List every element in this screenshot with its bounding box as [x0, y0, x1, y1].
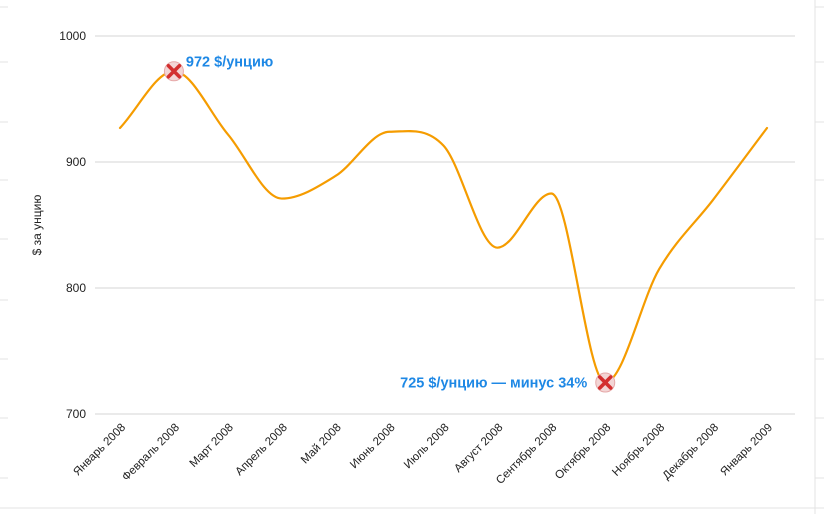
annotation-label: 725 $/унцию — минус 34% — [400, 376, 587, 392]
x-marker-icon — [597, 375, 613, 390]
x-tick-label: Май 2008 — [299, 422, 344, 467]
x-tick-label: Декабрь 2008 — [661, 422, 722, 483]
x-tick-label: Октябрь 2008 — [553, 422, 613, 482]
x-tick-label: Февраль 2008 — [120, 422, 182, 484]
x-tick-label: Июнь 2008 — [348, 422, 398, 472]
annotation-label: 972 $/унцию — [186, 54, 273, 70]
y-tick-label: 900 — [66, 155, 86, 169]
x-tick-label: Март 2008 — [188, 422, 236, 470]
y-tick-label: 700 — [66, 407, 86, 421]
x-tick-label: Июль 2008 — [402, 422, 452, 472]
annotation: 725 $/унцию — минус 34% — [400, 372, 616, 393]
annotation: 972 $/унцию — [163, 54, 273, 82]
y-tick-label: 1000 — [59, 29, 86, 43]
x-marker-stroke — [166, 63, 182, 79]
x-tick-label: Ноябрь 2008 — [610, 422, 667, 479]
x-tick-label: Январь 2009 — [718, 422, 775, 479]
x-tick-label: Апрель 2008 — [233, 422, 289, 478]
x-tick-label: Январь 2008 — [71, 422, 128, 479]
y-gridlines: 700 800 900 1000 — [59, 29, 795, 421]
x-tick-label: Август 2008 — [452, 422, 505, 475]
y-axis-label: $ за унцию — [30, 195, 44, 256]
x-marker-stroke — [597, 375, 613, 390]
y-tick-label: 800 — [66, 281, 86, 295]
series-line — [118, 70, 769, 384]
x-marker-icon — [166, 63, 182, 79]
